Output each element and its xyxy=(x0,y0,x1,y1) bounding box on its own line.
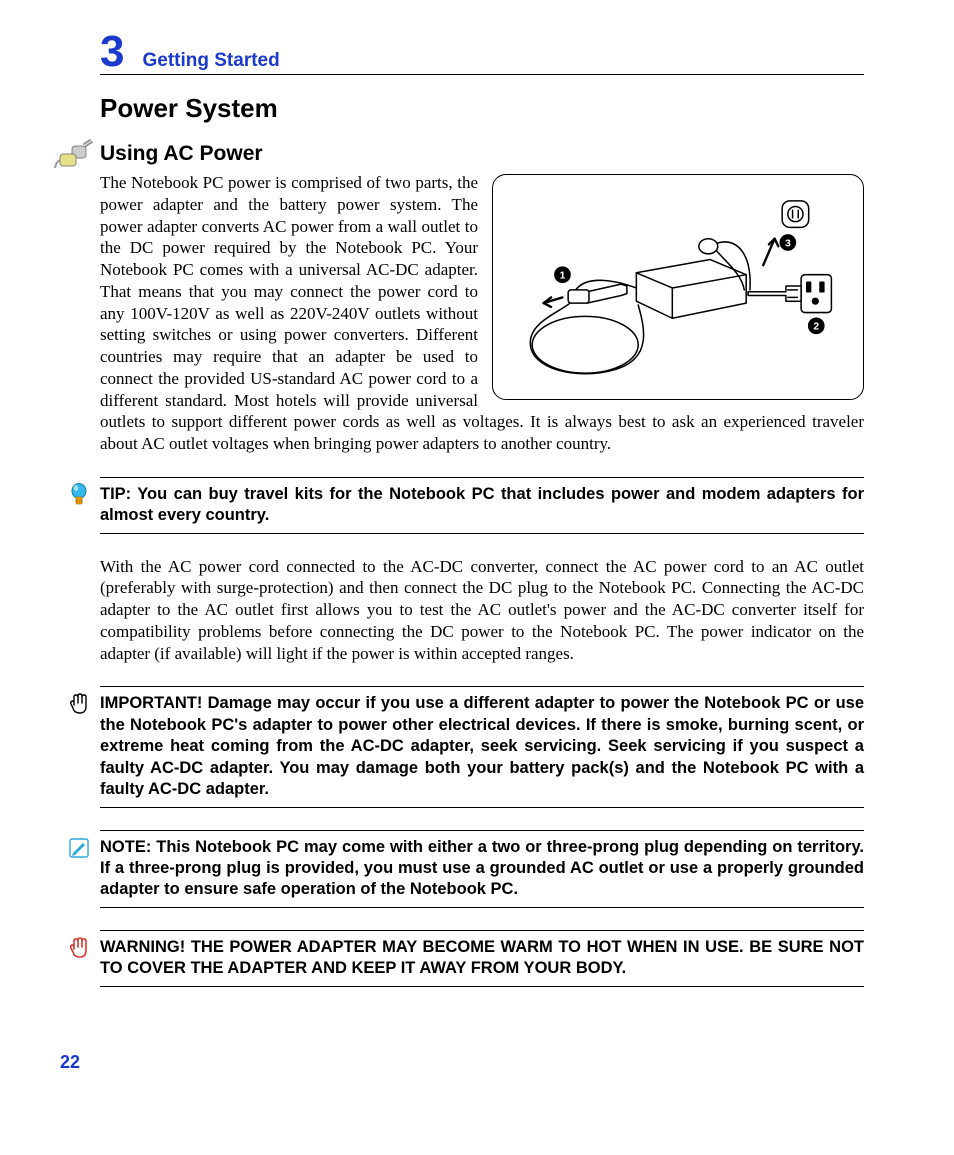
page: 3 Getting Started Power System Using AC … xyxy=(0,0,954,1049)
important-callout: IMPORTANT! Damage may occur if you use a… xyxy=(100,686,864,807)
subsection: Using AC Power xyxy=(100,142,864,987)
note-text: NOTE: This Notebook PC may come with eit… xyxy=(100,837,864,901)
svg-text:2: 2 xyxy=(813,322,819,333)
page-number: 22 xyxy=(60,1052,80,1073)
tip-text: TIP: You can buy travel kits for the Not… xyxy=(100,484,864,527)
adapter-diagram-svg: 1 2 3 xyxy=(498,180,858,394)
subsection-title: Using AC Power xyxy=(100,142,864,166)
note-callout: NOTE: This Notebook PC may come with eit… xyxy=(100,830,864,908)
tip-callout: TIP: You can buy travel kits for the Not… xyxy=(100,477,864,534)
section-title: Power System xyxy=(100,93,864,124)
adapter-figure: 1 2 3 xyxy=(492,174,864,400)
svg-text:3: 3 xyxy=(785,238,791,249)
warning-hand-icon xyxy=(66,935,92,961)
intro-block: 1 2 3 The Notebook PC power is comprised… xyxy=(100,172,864,455)
warning-callout: WARNING! THE POWER ADAPTER MAY BECOME WA… xyxy=(100,930,864,987)
svg-text:1: 1 xyxy=(560,270,566,281)
chapter-number: 3 xyxy=(100,30,124,74)
hand-stop-icon xyxy=(66,691,92,717)
chapter-title: Getting Started xyxy=(142,50,279,72)
power-plug-icon xyxy=(54,138,94,174)
chapter-header: 3 Getting Started xyxy=(100,30,864,75)
important-text: IMPORTANT! Damage may occur if you use a… xyxy=(100,693,864,800)
paragraph-2: With the AC power cord connected to the … xyxy=(100,556,864,665)
note-icon xyxy=(66,835,92,861)
warning-text: WARNING! THE POWER ADAPTER MAY BECOME WA… xyxy=(100,937,864,980)
lightbulb-icon xyxy=(66,482,92,508)
